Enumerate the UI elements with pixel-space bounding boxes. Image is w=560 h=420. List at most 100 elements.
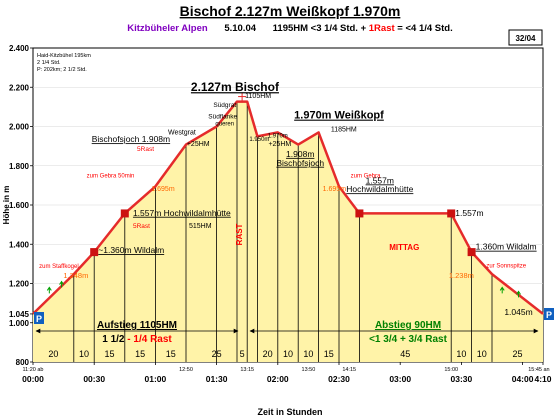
x-tick-label: 03:30 bbox=[451, 374, 473, 384]
total-time-label: = <4 1/4 Std. bbox=[397, 23, 452, 34]
mittag-label: MITTAG bbox=[389, 243, 419, 252]
y-tick-label: 1.400 bbox=[9, 240, 30, 249]
segment-duration-label: 15 bbox=[324, 349, 334, 359]
rast-label: RAST bbox=[235, 223, 244, 245]
y-tick-label: 2.200 bbox=[9, 83, 30, 92]
x-tick-label: 04:00 bbox=[512, 374, 534, 384]
x-tick-label: 01:00 bbox=[145, 374, 167, 384]
y-tick-label: 2.400 bbox=[9, 44, 30, 53]
waypoint-label: 1.970m bbox=[268, 133, 288, 139]
region-label: Kitzbüheler Alpen bbox=[127, 23, 208, 34]
hut-marker bbox=[447, 209, 456, 218]
tour-number-badge: 32/04 bbox=[515, 34, 536, 43]
waypoint-label: 2.127m Bischof bbox=[191, 80, 280, 94]
parking-marker-end bbox=[544, 308, 554, 320]
waypoint-label: +25HM bbox=[187, 141, 210, 148]
waypoint-label: Westgrat bbox=[168, 129, 196, 136]
segment-duration-label: 20 bbox=[263, 349, 273, 359]
x-tick-label: 01:30 bbox=[206, 374, 228, 384]
trail-arrow-icon bbox=[516, 290, 521, 298]
segment-duration-label: 10 bbox=[79, 349, 89, 359]
y-tick-label: 1.000 bbox=[9, 319, 30, 328]
rast-count-label: 1Rast bbox=[369, 23, 396, 34]
waypoint-label: Hochwildalmhütte bbox=[346, 184, 413, 194]
aufstieg-title: Aufstieg 1105HM bbox=[97, 320, 177, 331]
waypoint-label: 1185HM bbox=[331, 126, 357, 133]
waypoint-label: 5Rast bbox=[137, 146, 154, 153]
chart-subtitle: Kitzbüheler Alpen 5.10.04 1195HM <3 1/4 … bbox=[127, 23, 452, 34]
waypoint-label: 1.695m bbox=[151, 186, 175, 193]
waypoint-label: 1.557m Hochwildalmhütte bbox=[133, 208, 231, 218]
segment-duration-label: 45 bbox=[400, 349, 410, 359]
y-tick-label: 1.200 bbox=[9, 280, 30, 289]
segment-duration-label: 10 bbox=[303, 349, 313, 359]
aufstieg-time-a: 1 1/2 bbox=[102, 334, 127, 345]
waypoint-label: 5Rast bbox=[133, 223, 150, 230]
abstieg-time: <1 3/4 + 3/4 Rast bbox=[369, 334, 448, 345]
waypoint-label: 1.908m bbox=[286, 149, 314, 159]
hut-markers bbox=[46, 92, 521, 298]
segment-duration-label: 15 bbox=[135, 349, 145, 359]
x-tick-label: 02:00 bbox=[267, 374, 289, 384]
segment-duration-label: 10 bbox=[477, 349, 487, 359]
waypoint-label: queren bbox=[215, 122, 234, 128]
clock-time-label: 15:00 bbox=[444, 367, 458, 373]
waypoint-label: Bischofsjoch bbox=[276, 158, 324, 168]
x-tick-label: 00:00 bbox=[22, 374, 44, 384]
waypoint-label: 1.248m bbox=[63, 271, 88, 280]
stats-label: 1195HM <3 1/4 Std. + bbox=[273, 23, 369, 34]
segment-duration-label: 20 bbox=[48, 349, 58, 359]
y-tick-label: 1.800 bbox=[9, 162, 30, 171]
chart-title: Bischof 2.127m Weißkopf 1.970m bbox=[180, 3, 401, 19]
tour-number-badge-box bbox=[508, 29, 543, 46]
y-tick-label: 2.000 bbox=[9, 123, 30, 132]
start-note-line: Haid-Kitzbühel 195km bbox=[37, 53, 91, 59]
hut-marker bbox=[467, 248, 476, 257]
start-note: Haid-Kitzbühel 195km 2 1/4 Std. P: 202km… bbox=[37, 53, 92, 73]
parking-icon: P bbox=[36, 314, 42, 324]
waypoint-label: Südgrat bbox=[213, 102, 236, 109]
waypoint-stems bbox=[73, 101, 493, 362]
waypoint-label: Bischofsjoch 1.908m bbox=[92, 134, 170, 144]
segment-duration-label: 25 bbox=[512, 349, 522, 359]
date-label: 5.10.04 bbox=[224, 23, 256, 34]
clock-time-label: 13:50 bbox=[302, 367, 316, 373]
waypoint-label: 1.238m bbox=[449, 271, 474, 280]
trail-arrow-icon bbox=[59, 280, 64, 288]
x-axis-label: Zeit in Stunden bbox=[258, 407, 323, 417]
hut-marker bbox=[355, 209, 364, 218]
segment-duration-label: 25 bbox=[212, 349, 222, 359]
x-tick-label: 00:30 bbox=[83, 374, 105, 384]
waypoint-label: 1.950m bbox=[249, 137, 269, 143]
waypoint-label: zur Sonnspitze bbox=[486, 263, 526, 269]
waypoint-label: ~1.360m Wildalm bbox=[98, 245, 164, 255]
clock-time-label: 15:45 an bbox=[528, 367, 549, 373]
waypoint-label: 1.557m bbox=[455, 208, 483, 218]
trail-arrow-icon bbox=[46, 286, 52, 294]
start-note-line: P: 202km; 2 1/2 Std. bbox=[37, 67, 87, 73]
abstieg-title: Abstieg 90HM bbox=[375, 320, 441, 331]
hut-marker bbox=[90, 248, 99, 257]
waypoint-label: 1.557m bbox=[366, 175, 394, 185]
x-tick-label: 03:00 bbox=[389, 374, 411, 384]
waypoint-label: 1.045m bbox=[504, 307, 532, 317]
hut-marker bbox=[120, 209, 129, 218]
clock-time-label: 13:15 bbox=[240, 367, 254, 373]
waypoint-label: +25HM bbox=[268, 141, 291, 148]
y-tick-label: 800 bbox=[16, 358, 30, 367]
y-axis-label: Höhe in m bbox=[2, 186, 11, 225]
aufstieg-time-b: - 1/4 Rast bbox=[127, 334, 172, 345]
waypoint-label: zum Gebra 50min bbox=[87, 174, 135, 180]
segment-duration-label: 10 bbox=[456, 349, 466, 359]
parking-marker-start bbox=[34, 312, 44, 324]
x-axis: 00:00 00:30 01:00 01:30 02:00 02:30 03:00 03:30… bbox=[22, 362, 552, 384]
trail-arrow-icon bbox=[499, 286, 505, 294]
clock-time-label: 11:20 ab bbox=[22, 367, 43, 373]
elevation-area bbox=[33, 101, 543, 362]
waypoint-label: 1105HM bbox=[245, 93, 271, 100]
segment-duration-label: 10 bbox=[283, 349, 293, 359]
waypoint-label: 515HM bbox=[189, 223, 212, 230]
segment-duration-label: 5 bbox=[240, 349, 245, 359]
clock-time-label: 14:15 bbox=[342, 367, 356, 373]
